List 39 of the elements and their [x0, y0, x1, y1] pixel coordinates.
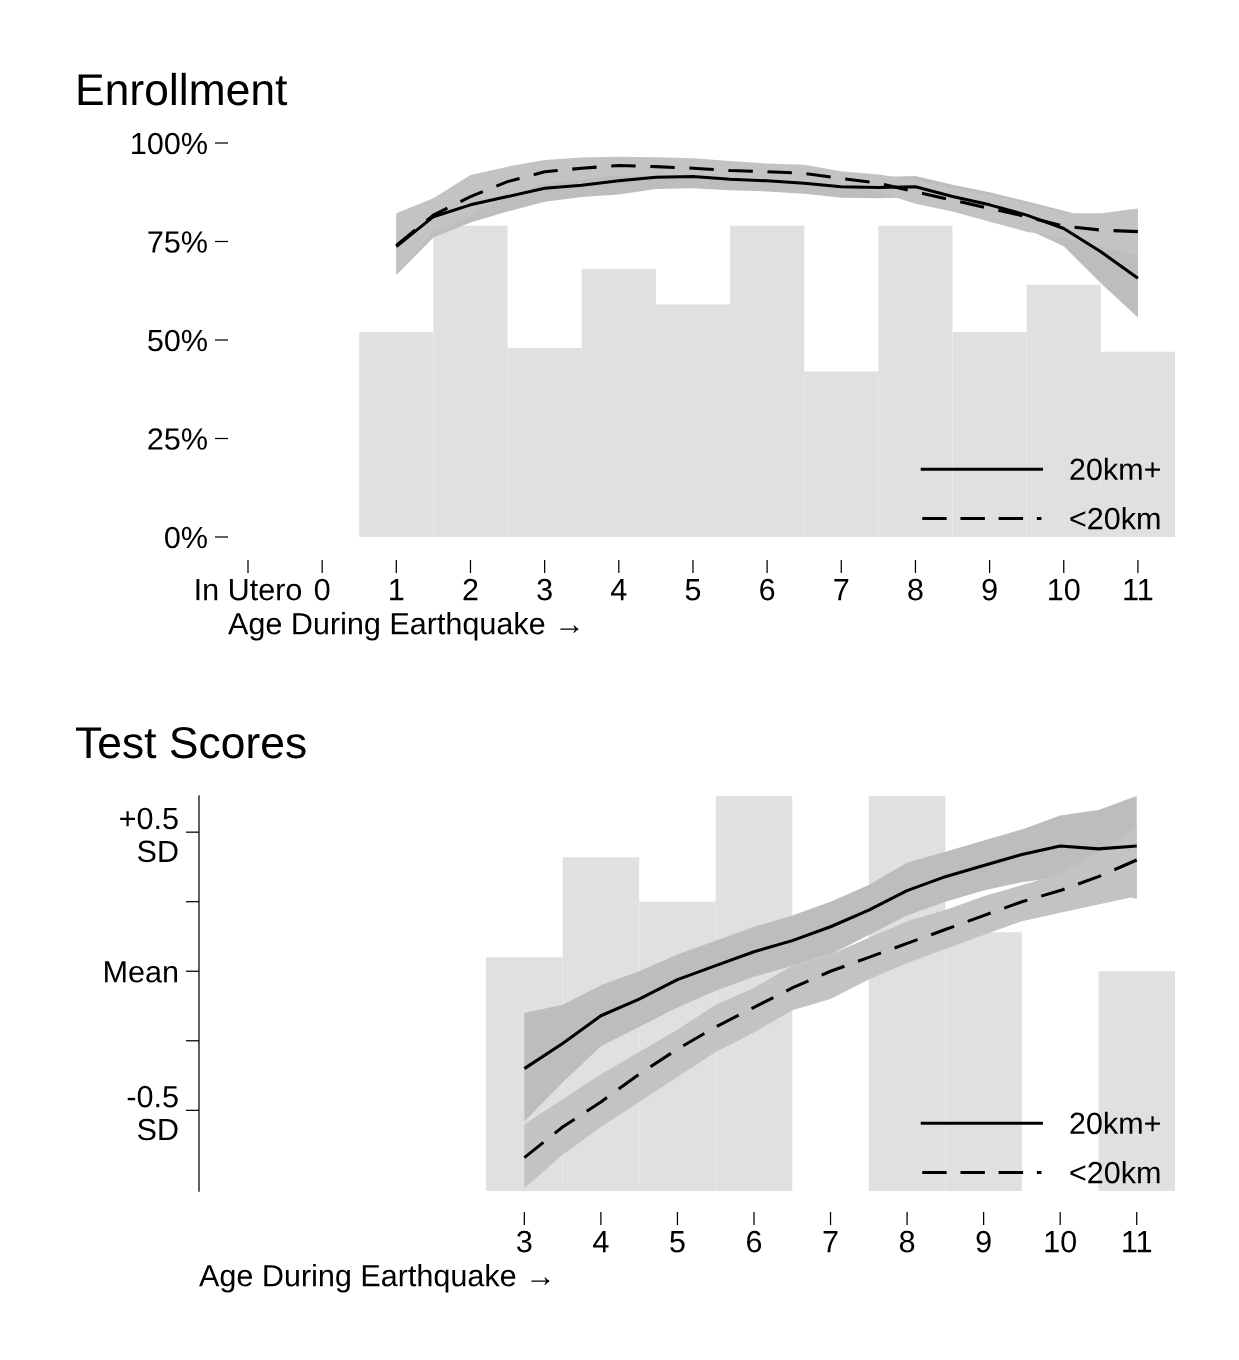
- y-tick-label: 100%: [132, 132, 207, 155]
- x-tick-label: 2: [463, 578, 478, 601]
- legend-label: <20km: [1070, 506, 1160, 530]
- legend-label: <20km: [1070, 1160, 1160, 1184]
- x-tick-label: 9: [976, 1230, 991, 1253]
- x-axis-title: Age During Earthquake →: [199, 1264, 550, 1293]
- x-tick-label: 8: [899, 1230, 915, 1253]
- x-tick-label: 3: [537, 578, 552, 601]
- x-tick-label: 4: [593, 1231, 609, 1253]
- x-tick-label: 6: [747, 1230, 762, 1253]
- y-tick-label: Mean: [105, 961, 178, 983]
- line-series: [522, 844, 1139, 1071]
- x-tick-label: 0: [314, 578, 330, 601]
- x-tick-label: 10: [1049, 578, 1080, 601]
- y-tick-label: 75%: [148, 231, 207, 253]
- x-tick-label: 5: [670, 1231, 685, 1253]
- x-tick-label: 5: [685, 579, 701, 601]
- x-tick-label: 4: [611, 579, 627, 601]
- x-tick-label: 10: [1045, 1230, 1076, 1253]
- x-tick-label: 3: [517, 1230, 532, 1253]
- legend-label: 20km+: [1070, 1111, 1160, 1135]
- x-tick-label: 6: [760, 578, 775, 601]
- x-tick-label: 11: [1124, 579, 1153, 601]
- chart-title: Enrollment: [78, 72, 288, 106]
- y-tick-label: 50%: [148, 329, 207, 352]
- x-tick-label: 7: [823, 1231, 838, 1253]
- chart-title: Test Scores: [76, 726, 306, 759]
- x-tick-label: 9: [982, 578, 997, 601]
- legend-label: 20km+: [1070, 457, 1160, 481]
- y-tick-label: 25%: [148, 428, 207, 450]
- y-tick-label: 0%: [165, 526, 207, 549]
- x-tick-label: 11: [1123, 1231, 1152, 1253]
- x-tick-label: 7: [834, 579, 849, 601]
- x-tick-label: In Utero: [196, 579, 302, 601]
- x-tick-label: 1: [390, 579, 404, 601]
- y-tick-label: -0.5 SD: [127, 1085, 178, 1141]
- x-tick-label: 8: [908, 578, 923, 601]
- y-tick-label: +0.5 SD: [120, 807, 178, 863]
- x-axis-title: Age During Earthquake →: [228, 612, 579, 641]
